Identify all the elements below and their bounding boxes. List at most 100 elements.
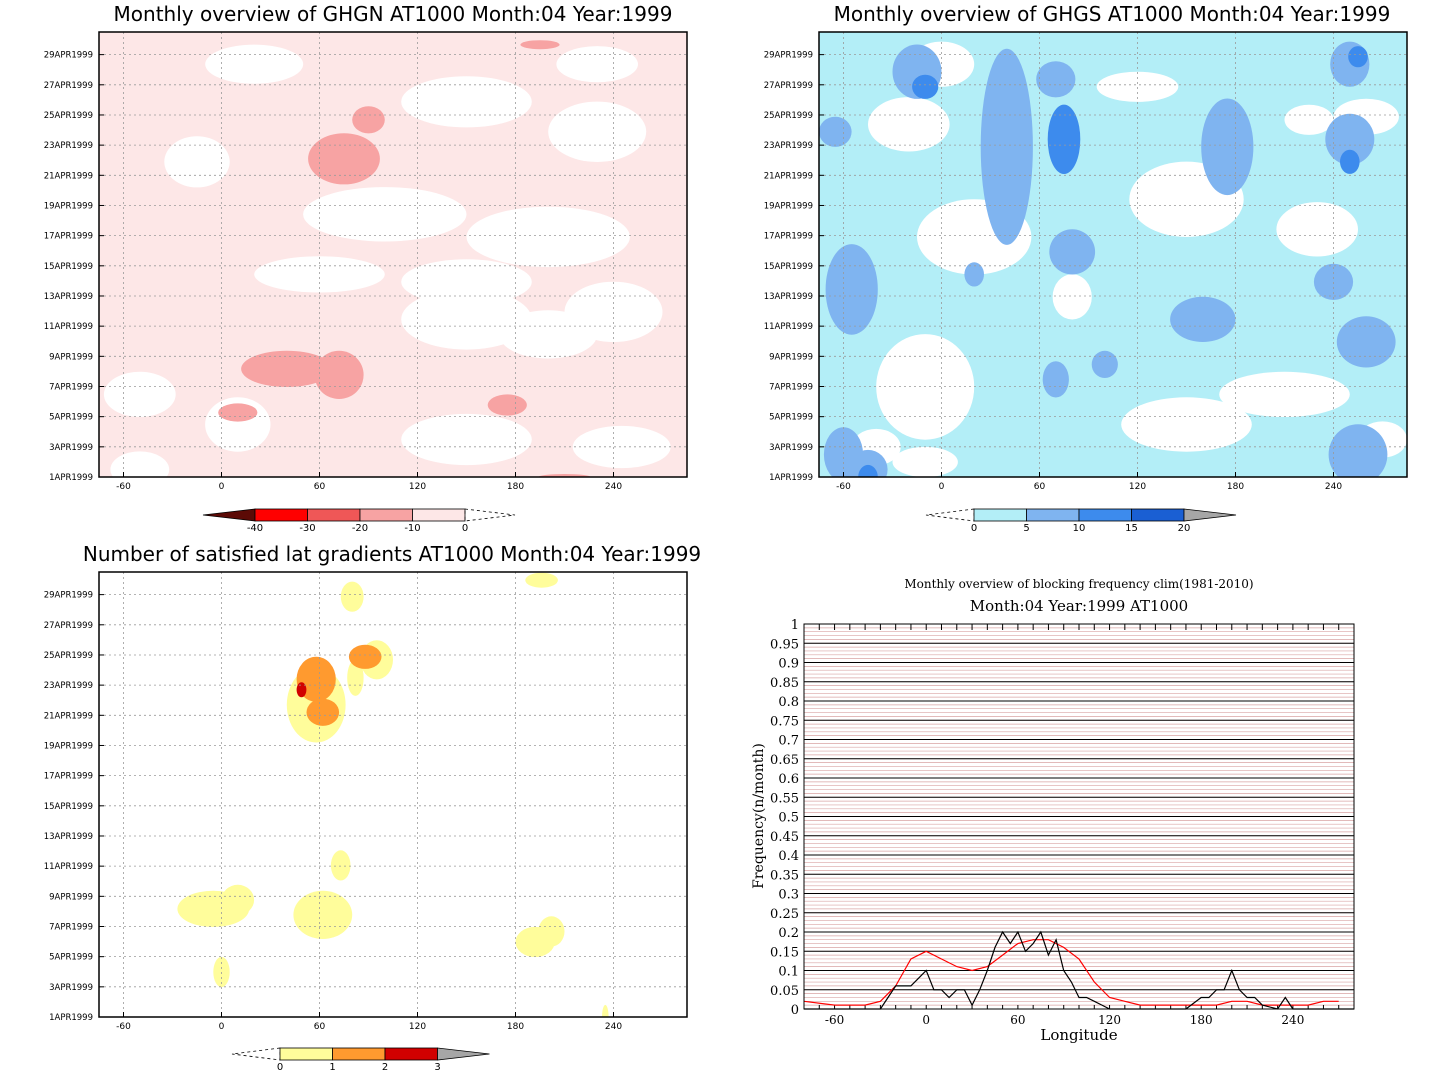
x-tick-label: 0 (922, 1013, 930, 1027)
colorbar-label: 2 (382, 1062, 388, 1073)
x-tick-label: -60 (116, 1022, 131, 1032)
ghgn-colorbar: -40 -30 -20 -10 0 (202, 508, 516, 534)
contour-region-level-10 (1047, 104, 1081, 174)
y-tick-label: 15APR1999 (764, 262, 813, 272)
y-tick-label: 0.15 (770, 945, 799, 960)
blocking-frequency-panel: Monthly overview of blocking frequency c… (751, 577, 1355, 1044)
y-tick-label: 23APR1999 (764, 141, 813, 151)
blocking-subtitle: Month:04 Year:1999 AT1000 (970, 597, 1188, 615)
contour-region-level-5 (1091, 350, 1118, 378)
contour-region-level-0 (205, 44, 304, 84)
lat-gradients-plot-background (99, 572, 687, 1017)
y-tick-label: 11APR1999 (44, 322, 93, 332)
contour-region-level-0 (254, 256, 385, 293)
contour-region-level-10 (912, 74, 939, 99)
y-tick-label: 17APR1999 (44, 772, 93, 782)
lat-gradients-plot-frame (98, 571, 688, 1018)
colorbar-label: -30 (299, 523, 315, 534)
ghgs-plot-frame (818, 31, 1408, 478)
colorbar-box (1026, 508, 1080, 522)
y-tick-label: 13APR1999 (44, 292, 93, 302)
ghgs-grid (819, 32, 1407, 478)
contour-region-level-0 (110, 451, 170, 477)
y-tick-label: 21APR1999 (764, 171, 813, 181)
y-tick-label: 15APR1999 (44, 802, 93, 812)
x-tick-label: 120 (409, 1022, 426, 1032)
y-tick-label: 0.25 (770, 907, 799, 922)
y-tick-label: 19APR1999 (44, 201, 93, 211)
contour-region-level-0 (1121, 397, 1252, 452)
y-tick-label: 3APR1999 (49, 443, 93, 453)
ghgn-title: Monthly overview of GHGN AT1000 Month:04… (114, 2, 673, 26)
ghgn-plot-frame (98, 31, 688, 478)
colorbar-label: 10 (1073, 523, 1086, 534)
y-tick-label: 25APR1999 (44, 651, 93, 661)
contour-region-level-5 (1049, 229, 1096, 275)
y-tick-label: 9APR1999 (49, 892, 93, 902)
y-tick-label: 19APR1999 (764, 201, 813, 211)
y-tick-label: 0.75 (770, 714, 799, 729)
contour-region-level-0 (564, 281, 663, 343)
colorbar-extension-high (464, 508, 516, 522)
colorbar-extension-low (231, 1047, 281, 1061)
x-tick-label: 120 (1098, 1013, 1121, 1027)
colorbar-box (1078, 508, 1132, 522)
x-tick-label: -60 (116, 482, 131, 492)
x-tick-label: 240 (1281, 1013, 1304, 1027)
contour-region-level-5 (848, 449, 888, 477)
y-tick-label: 7APR1999 (769, 382, 813, 392)
x-tick-label: 180 (507, 1022, 524, 1032)
contour-region-level-2 (348, 644, 382, 669)
x-tick-label: 180 (1227, 482, 1244, 492)
colorbar-extension-high (1183, 508, 1237, 522)
x-tick-label: 0 (219, 1022, 225, 1032)
colorbar-label: 0 (971, 523, 977, 534)
y-tick-label: 5APR1999 (49, 953, 93, 963)
contour-region-level-1 (359, 1017, 372, 1032)
y-tick-label: 0.05 (770, 984, 799, 999)
colorbar-box (359, 508, 413, 522)
contour-region-level-1 (347, 659, 364, 696)
y-tick-label: 7APR1999 (49, 382, 93, 392)
contour-region-level-5 (1328, 424, 1388, 477)
y-tick-label: 5APR1999 (49, 413, 93, 423)
colorbar-extension-low (925, 508, 975, 522)
contour-region-level-0 (401, 413, 532, 466)
y-tick-label: 29APR1999 (44, 51, 93, 61)
y-tick-label: 0.45 (770, 830, 799, 845)
colorbar-label: 0 (277, 1062, 283, 1073)
y-tick-label: 27APR1999 (44, 81, 93, 91)
y-tick-label: 25APR1999 (44, 111, 93, 121)
colorbar-label: -40 (247, 523, 263, 534)
y-tick-label: 0.8 (778, 695, 799, 710)
colorbar-box (412, 508, 466, 522)
x-tick-label: 120 (409, 482, 426, 492)
contour-region-level-1 (221, 884, 255, 916)
lat-gradients-contour-fills (177, 572, 609, 1032)
contour-region-level-2 (296, 656, 336, 702)
colorbar-label: 0 (462, 523, 468, 534)
contour-region-level-1 (525, 572, 558, 588)
colorbar-label: -20 (352, 523, 368, 534)
contour-region-level-5 (825, 244, 878, 335)
lat-gradients-x-ticks: -60 0 60 120 180 240 (116, 1012, 622, 1032)
contour-region-level-5 (1313, 263, 1354, 300)
contour-region-level-0 (892, 446, 958, 477)
y-tick-label: 0.95 (770, 637, 799, 652)
colorbar-label: 5 (1023, 523, 1029, 534)
contour-region-level-0 (572, 425, 671, 469)
y-tick-label: 1APR1999 (49, 473, 93, 483)
colorbar-box (307, 508, 361, 522)
colorbar-box (332, 1047, 386, 1061)
y-tick-label: 9APR1999 (769, 352, 813, 362)
colorbar-extension-low (202, 508, 256, 522)
colorbar-box (279, 1047, 333, 1061)
contour-region-level-5 (1036, 61, 1076, 98)
contour-region-level-0 (1284, 104, 1334, 135)
contour-region-level-0 (868, 97, 950, 152)
contour-region-level--10 (308, 133, 380, 185)
contour-region-level-0 (1219, 371, 1350, 417)
contour-region-level-10 (858, 464, 878, 477)
contour-region-level-2 (306, 698, 340, 726)
